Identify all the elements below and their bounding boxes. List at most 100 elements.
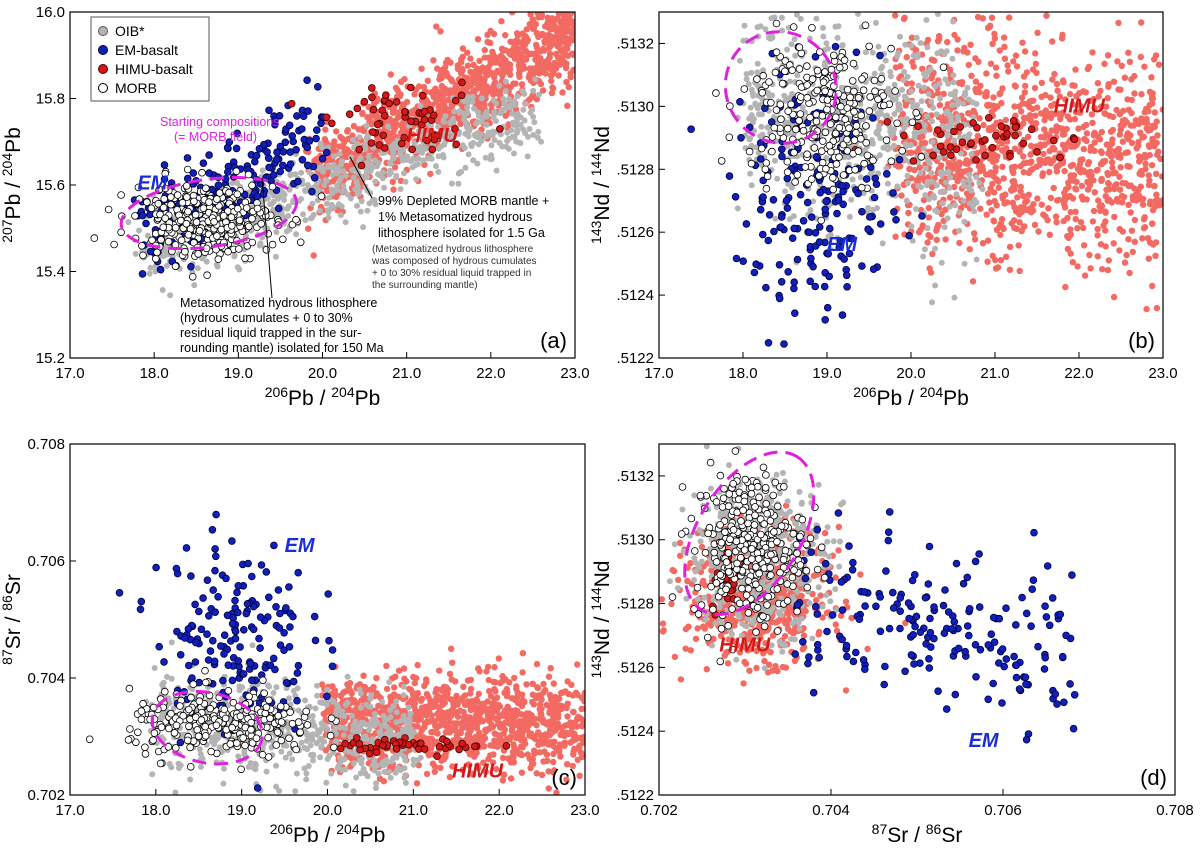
himu-cloud-point <box>1046 231 1054 238</box>
em-point <box>756 155 765 163</box>
oib-point <box>397 186 404 193</box>
morb-point <box>813 66 822 75</box>
oib-point <box>419 132 426 139</box>
himu-cloud-point <box>570 18 575 26</box>
himu-cloud-point <box>529 91 537 99</box>
oib-point <box>929 299 936 306</box>
oib-point <box>903 197 910 204</box>
oib-point <box>921 246 928 253</box>
himu-cloud-point <box>1123 251 1130 259</box>
morb-point <box>787 100 795 109</box>
himu-cloud-point <box>344 128 351 135</box>
morb-point <box>177 236 186 245</box>
morb-point <box>850 108 858 116</box>
oib-point <box>144 232 151 239</box>
oib-point <box>823 40 830 47</box>
oib-point <box>879 240 886 247</box>
himu-cloud-point <box>1116 173 1123 180</box>
em-point <box>821 205 829 214</box>
em-point <box>775 260 784 269</box>
himu-cloud-point <box>1101 110 1108 117</box>
himu-cloud-point <box>1141 151 1149 159</box>
em-point <box>783 174 792 183</box>
himu-cloud-point <box>458 56 465 63</box>
himu-cloud-point <box>495 655 502 662</box>
himu-cloud-point <box>1140 133 1148 141</box>
himu-cloud-point <box>521 55 528 63</box>
oib-point <box>950 79 957 86</box>
himu-cloud-point <box>449 659 456 666</box>
himu-cloud-point <box>457 120 464 128</box>
em-point <box>731 193 740 201</box>
himu-cloud-point <box>1064 245 1072 253</box>
panel-b: 17.0 18.0 19.0 20.0 21.0 22.0 23.0.5122.5124.5… <box>588 11 1178 410</box>
oib-point <box>514 93 521 100</box>
himu-cloud-point <box>1125 236 1132 243</box>
morb-point <box>793 171 802 179</box>
oib-point <box>517 139 523 146</box>
morb-point <box>835 153 843 161</box>
morb-point <box>244 170 253 179</box>
himu-cloud-point <box>1131 238 1139 245</box>
himu-cloud-point <box>1077 219 1085 226</box>
himu-cloud-point <box>480 759 487 766</box>
himu-cloud-point <box>1032 120 1040 127</box>
morb-point <box>882 136 891 145</box>
himu-cloud-point <box>989 40 996 47</box>
em-point <box>811 229 820 237</box>
y-axis-label-sup2: 144 <box>588 153 604 177</box>
oib-point <box>455 170 462 177</box>
oib-point <box>765 91 772 98</box>
himu-cloud-point <box>971 236 979 243</box>
himu-cloud-point <box>333 128 340 135</box>
x-tick-label: 20.0 <box>896 365 925 382</box>
oib-point <box>960 182 967 189</box>
himu-cloud-point <box>460 683 467 690</box>
himu-cloud-point <box>979 166 987 173</box>
oib-point <box>964 84 971 91</box>
oib-point <box>907 142 914 149</box>
himu-cloud-point <box>1081 272 1089 279</box>
himu-cloud-point <box>1018 94 1026 101</box>
himu-cloud-point <box>542 64 549 71</box>
himu-point <box>936 142 945 151</box>
morb-point <box>887 157 896 166</box>
himu-cloud-point <box>527 50 534 57</box>
oib-point <box>347 195 354 202</box>
himu-cloud-point <box>1062 96 1069 103</box>
em-point <box>831 42 840 51</box>
himu-point <box>981 151 989 160</box>
oib-point <box>772 157 778 164</box>
em-point <box>232 144 241 153</box>
oib-point <box>746 136 753 143</box>
oib-point <box>350 174 357 181</box>
morb-point <box>767 99 775 107</box>
oib-point <box>954 101 961 108</box>
oib-point <box>167 292 174 299</box>
himu-cloud-point <box>1116 186 1124 193</box>
oib-point <box>947 174 953 181</box>
himu-cloud-point <box>541 38 548 45</box>
oib-point <box>483 133 490 140</box>
himu-cloud-point <box>1051 70 1058 78</box>
himu-point <box>1019 139 1028 148</box>
himu-cloud-point <box>1109 164 1116 172</box>
oib-point <box>456 108 463 115</box>
oib-point <box>849 176 856 183</box>
em-point <box>750 268 759 277</box>
oib-point <box>786 216 793 223</box>
morb-point <box>157 235 165 244</box>
oib-point <box>904 172 911 179</box>
em-point <box>286 148 295 156</box>
himu-point <box>997 122 1006 131</box>
morb-point <box>808 75 817 83</box>
oib-point <box>397 150 404 157</box>
himu-cloud-point <box>1150 182 1158 190</box>
oib-point <box>524 133 531 140</box>
himu-cloud-point <box>965 110 972 117</box>
himu-cloud-point <box>1105 196 1113 203</box>
himu-cloud-point <box>434 65 441 72</box>
himu-cloud-point <box>399 101 407 108</box>
oib-point <box>945 80 952 87</box>
morb-point <box>861 21 870 30</box>
